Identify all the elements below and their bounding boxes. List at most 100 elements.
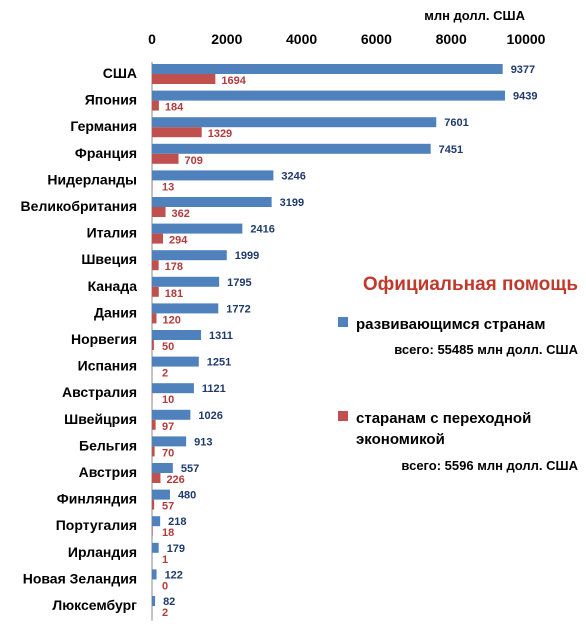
category-label: Финляндия — [57, 491, 137, 507]
category-label: Швейцрия — [64, 411, 137, 427]
category-label: Германия — [70, 118, 137, 134]
legend-swatch-blue — [338, 317, 348, 327]
legend-title: Официальная помощь — [363, 274, 578, 295]
category-label: Австрия — [79, 464, 137, 480]
data-label-transition: 13 — [162, 181, 174, 193]
data-label-developing: 9439 — [513, 91, 537, 103]
bar-developing — [152, 117, 437, 128]
category-label: Ирландия — [68, 544, 137, 560]
data-label-transition: 2 — [162, 368, 168, 380]
data-label-transition: 294 — [169, 235, 188, 247]
data-labels: 9377 1694 9439 184 7601 1329 7451 709 3246 13 3199… — [162, 64, 538, 619]
category-label: Япония — [85, 92, 137, 108]
data-label-developing: 1311 — [209, 330, 233, 342]
bar-transition — [152, 473, 161, 483]
x-tick-label: 4000 — [286, 31, 317, 47]
data-label-transition: 226 — [166, 474, 184, 486]
data-label-developing: 82 — [163, 596, 175, 608]
category-label: Швеция — [81, 251, 137, 267]
data-label-developing: 122 — [165, 569, 183, 581]
x-tick-label: 0 — [148, 31, 156, 47]
data-label-transition: 2 — [162, 607, 168, 619]
category-label: Португалия — [56, 517, 137, 533]
bar-transition — [152, 286, 159, 297]
data-label-developing: 1772 — [226, 303, 250, 315]
bar-transition — [152, 340, 154, 350]
category-label: Великобритания — [21, 198, 137, 214]
category-label: США — [103, 65, 137, 81]
bar-transition — [152, 446, 155, 457]
bar-developing — [152, 383, 194, 394]
bar-developing — [152, 170, 274, 181]
data-label-transition: 181 — [165, 288, 183, 300]
category-labels: США Япония Германия Франция Нидерланды Велико… — [21, 65, 138, 613]
legend-swatch-red — [338, 411, 348, 421]
data-label-developing: 1121 — [202, 383, 226, 395]
data-label-transition: 709 — [185, 155, 203, 167]
bar-developing — [152, 596, 156, 606]
bar-developing — [152, 409, 191, 420]
data-label-transition: 1694 — [221, 75, 246, 87]
bar-transition — [152, 260, 159, 271]
bar-transition — [152, 313, 157, 324]
data-label-transition: 50 — [162, 341, 174, 353]
bar-transition — [152, 526, 153, 537]
data-label-transition: 57 — [162, 501, 174, 513]
data-label-developing: 1026 — [198, 410, 222, 422]
bar-developing — [152, 542, 159, 553]
bar-developing — [152, 356, 199, 367]
legend-entry-1-label: развивающимся странам — [356, 316, 546, 333]
data-label-transition: 0 — [162, 580, 168, 592]
bar-developing — [152, 463, 173, 473]
category-label: Дания — [94, 304, 137, 320]
bar-developing — [152, 516, 161, 527]
x-tick-label: 2000 — [211, 31, 242, 47]
category-label: Италия — [87, 225, 137, 241]
bar-developing — [152, 489, 170, 500]
bar-transition — [152, 100, 159, 111]
bar-transition — [152, 499, 155, 510]
legend: Официальная помощь развивающимся странам… — [338, 274, 579, 473]
bar-developing — [152, 276, 220, 287]
data-label-transition: 18 — [162, 527, 174, 539]
bar-developing — [152, 90, 506, 101]
data-label-developing: 7451 — [439, 144, 463, 156]
data-label-developing: 2416 — [250, 224, 274, 236]
bars — [151, 62, 506, 621]
data-label-developing: 557 — [181, 463, 199, 475]
bar-developing — [152, 303, 219, 314]
bar-developing — [152, 250, 227, 261]
legend-entry-2-line-2: экономикой — [356, 431, 445, 448]
data-label-developing: 9377 — [511, 64, 535, 76]
legend-entry-1-total: всего: 55485 млн долл. США — [394, 342, 578, 357]
data-label-developing: 1251 — [207, 357, 231, 369]
bar-developing — [152, 569, 157, 580]
data-label-developing: 218 — [168, 516, 186, 528]
legend-entry-2-total: всего: 5596 млн долл. США — [401, 458, 578, 473]
data-label-developing: 3199 — [280, 197, 304, 209]
data-label-developing: 480 — [178, 490, 196, 502]
bar-developing — [152, 143, 431, 154]
data-label-developing: 1999 — [235, 250, 259, 262]
bar-transition — [152, 207, 166, 217]
x-tick-label: 10000 — [507, 31, 546, 47]
category-label: Испания — [78, 358, 137, 374]
data-label-transition: 120 — [162, 314, 180, 326]
data-label-developing: 179 — [167, 543, 185, 555]
data-label-developing: 3246 — [281, 170, 305, 182]
bar-transition — [152, 233, 163, 244]
x-axis-ticks: 0 2000 4000 6000 8000 10000 — [148, 31, 546, 47]
category-label: Новая Зеландия — [23, 570, 137, 586]
category-label: Канада — [88, 278, 138, 294]
bar-developing — [152, 64, 503, 74]
bar-transition — [152, 419, 156, 430]
bar-transition — [152, 74, 216, 84]
bar-developing — [152, 330, 202, 340]
category-label: Бельгия — [79, 437, 137, 453]
data-label-transition: 10 — [162, 394, 174, 406]
category-label: Норвегия — [71, 331, 137, 347]
x-tick-label: 8000 — [436, 31, 467, 47]
data-label-transition: 184 — [165, 102, 184, 114]
x-tick-label: 6000 — [361, 31, 392, 47]
